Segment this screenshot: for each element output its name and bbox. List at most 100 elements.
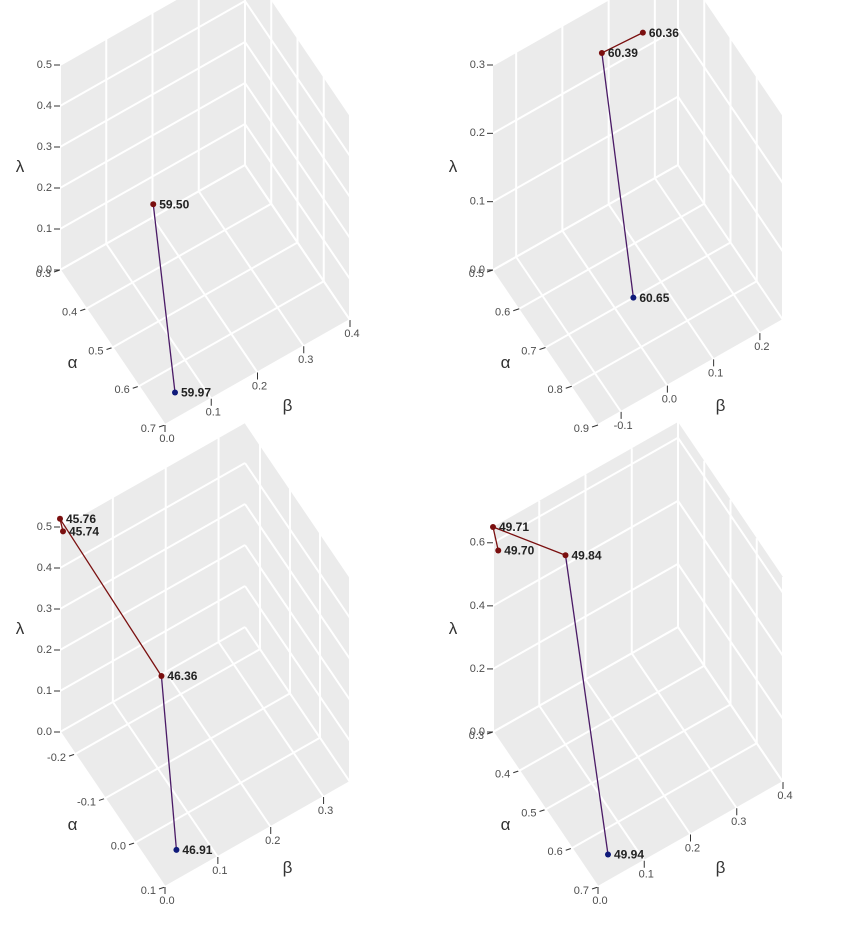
y-tick-label: 0.2 (265, 835, 280, 847)
x-tick-label: 0.4 (495, 769, 510, 781)
x-axis-title: α (501, 815, 511, 834)
grid-line (105, 243, 213, 400)
x-tick-label: -0.1 (77, 796, 96, 808)
panel: Germany0.30.40.50.60.70.00.10.20.30.40.0… (449, 422, 793, 907)
tick-mark (513, 770, 520, 774)
y-tick-label: 0.3 (731, 816, 746, 828)
point-label: 49.70 (504, 544, 534, 558)
tick-mark (80, 308, 87, 312)
z-tick-label: 0.4 (470, 600, 485, 612)
point (57, 515, 63, 522)
grid-line (244, 544, 351, 701)
grid-line (571, 280, 758, 388)
z-axis-title: λ (449, 619, 458, 638)
trajectory-segment (492, 526, 499, 551)
y-tick-label: 0.0 (592, 895, 607, 907)
trajectory-segment (601, 32, 644, 54)
grid-line (59, 164, 246, 271)
point (598, 49, 605, 56)
grid-line (244, 164, 351, 321)
tick-mark (539, 347, 546, 350)
point-label: 45.74 (69, 525, 99, 539)
z-tick-label: 0.5 (37, 59, 52, 71)
x-tick-label: 0.9 (574, 423, 589, 435)
grid-line (607, 203, 715, 360)
point (150, 201, 157, 208)
x-tick-label: 0.3 (36, 268, 51, 280)
trajectory-segment (564, 555, 609, 855)
x-tick-label: 0.7 (574, 885, 589, 897)
z-tick-label: 0.3 (37, 603, 52, 615)
tick-mark (158, 886, 166, 890)
z-tick-label: 0.0 (470, 264, 485, 276)
grid-line (492, 563, 679, 670)
grid-line (677, 500, 784, 657)
tick-mark (565, 847, 572, 851)
point-label: 45.76 (66, 512, 96, 526)
x-axis-title: α (68, 815, 78, 834)
point-label: 46.36 (167, 669, 197, 683)
tick-mark (68, 753, 76, 757)
trajectory-segment (492, 526, 566, 556)
grid-line (59, 0, 177, 66)
point-label: 60.36 (649, 26, 679, 40)
grid-line (492, 95, 679, 203)
grid-line (244, 585, 351, 742)
z-tick-label: 0.2 (37, 182, 52, 194)
grid-line (244, 41, 351, 198)
grid-line (59, 269, 166, 426)
y-tick-label: 0.1 (708, 367, 723, 379)
tick-mark (98, 797, 106, 801)
z-tick-label: 0.4 (37, 562, 52, 574)
side-wall (245, 422, 350, 782)
grid-line (677, 164, 784, 321)
y-axis-title: β (716, 396, 726, 415)
x-tick-label: 0.5 (469, 268, 484, 280)
z-tick-label: 0.2 (470, 127, 485, 139)
point (562, 552, 569, 559)
grid-line (59, 503, 246, 610)
z-tick-label: 0.3 (37, 141, 52, 153)
tick-mark (565, 385, 572, 389)
grid-line (59, 731, 166, 888)
x-tick-label: 0.6 (114, 384, 129, 396)
grid-line (492, 731, 599, 888)
grid-line (677, 626, 784, 783)
grid-line (492, 0, 610, 66)
y-tick-label: 0.4 (344, 328, 359, 340)
x-tick-label: 0.8 (547, 384, 562, 396)
y-tick-label: -0.1 (614, 420, 633, 432)
grid-line (518, 202, 705, 310)
tick-mark (106, 347, 113, 350)
grid-line (654, 177, 761, 334)
point (630, 294, 637, 301)
z-tick-label: 0.4 (37, 100, 52, 112)
x-tick-label: 0.5 (521, 807, 536, 819)
point-label: 46.91 (182, 843, 212, 857)
grid-line (197, 190, 305, 347)
y-tick-label: 0.1 (639, 869, 654, 881)
grid-line (164, 781, 351, 888)
tick-mark (513, 308, 520, 312)
z-tick-label: 0.0 (37, 726, 52, 738)
back-wall (60, 422, 245, 732)
grid-line (59, 462, 246, 569)
grid-line (59, 41, 246, 148)
grid-line (515, 256, 622, 413)
panel: France-0.2-0.10.00.10.00.10.20.30.00.10.… (16, 421, 351, 907)
grid-line (538, 705, 646, 862)
z-axis-title: λ (16, 619, 25, 638)
x-tick-label: 0.7 (141, 423, 156, 435)
z-axis-title: λ (16, 157, 25, 176)
grid-line (597, 319, 784, 426)
z-tick-label: 0.1 (37, 685, 52, 697)
x-tick-label: 0.5 (88, 345, 103, 357)
trajectory-segment (601, 52, 635, 298)
point-label: 49.94 (614, 848, 644, 862)
tick-mark (591, 886, 599, 890)
grid-line (492, 626, 679, 733)
grid-line (677, 96, 784, 253)
grid-line (59, 0, 246, 107)
x-tick-label: 0.6 (495, 307, 510, 319)
